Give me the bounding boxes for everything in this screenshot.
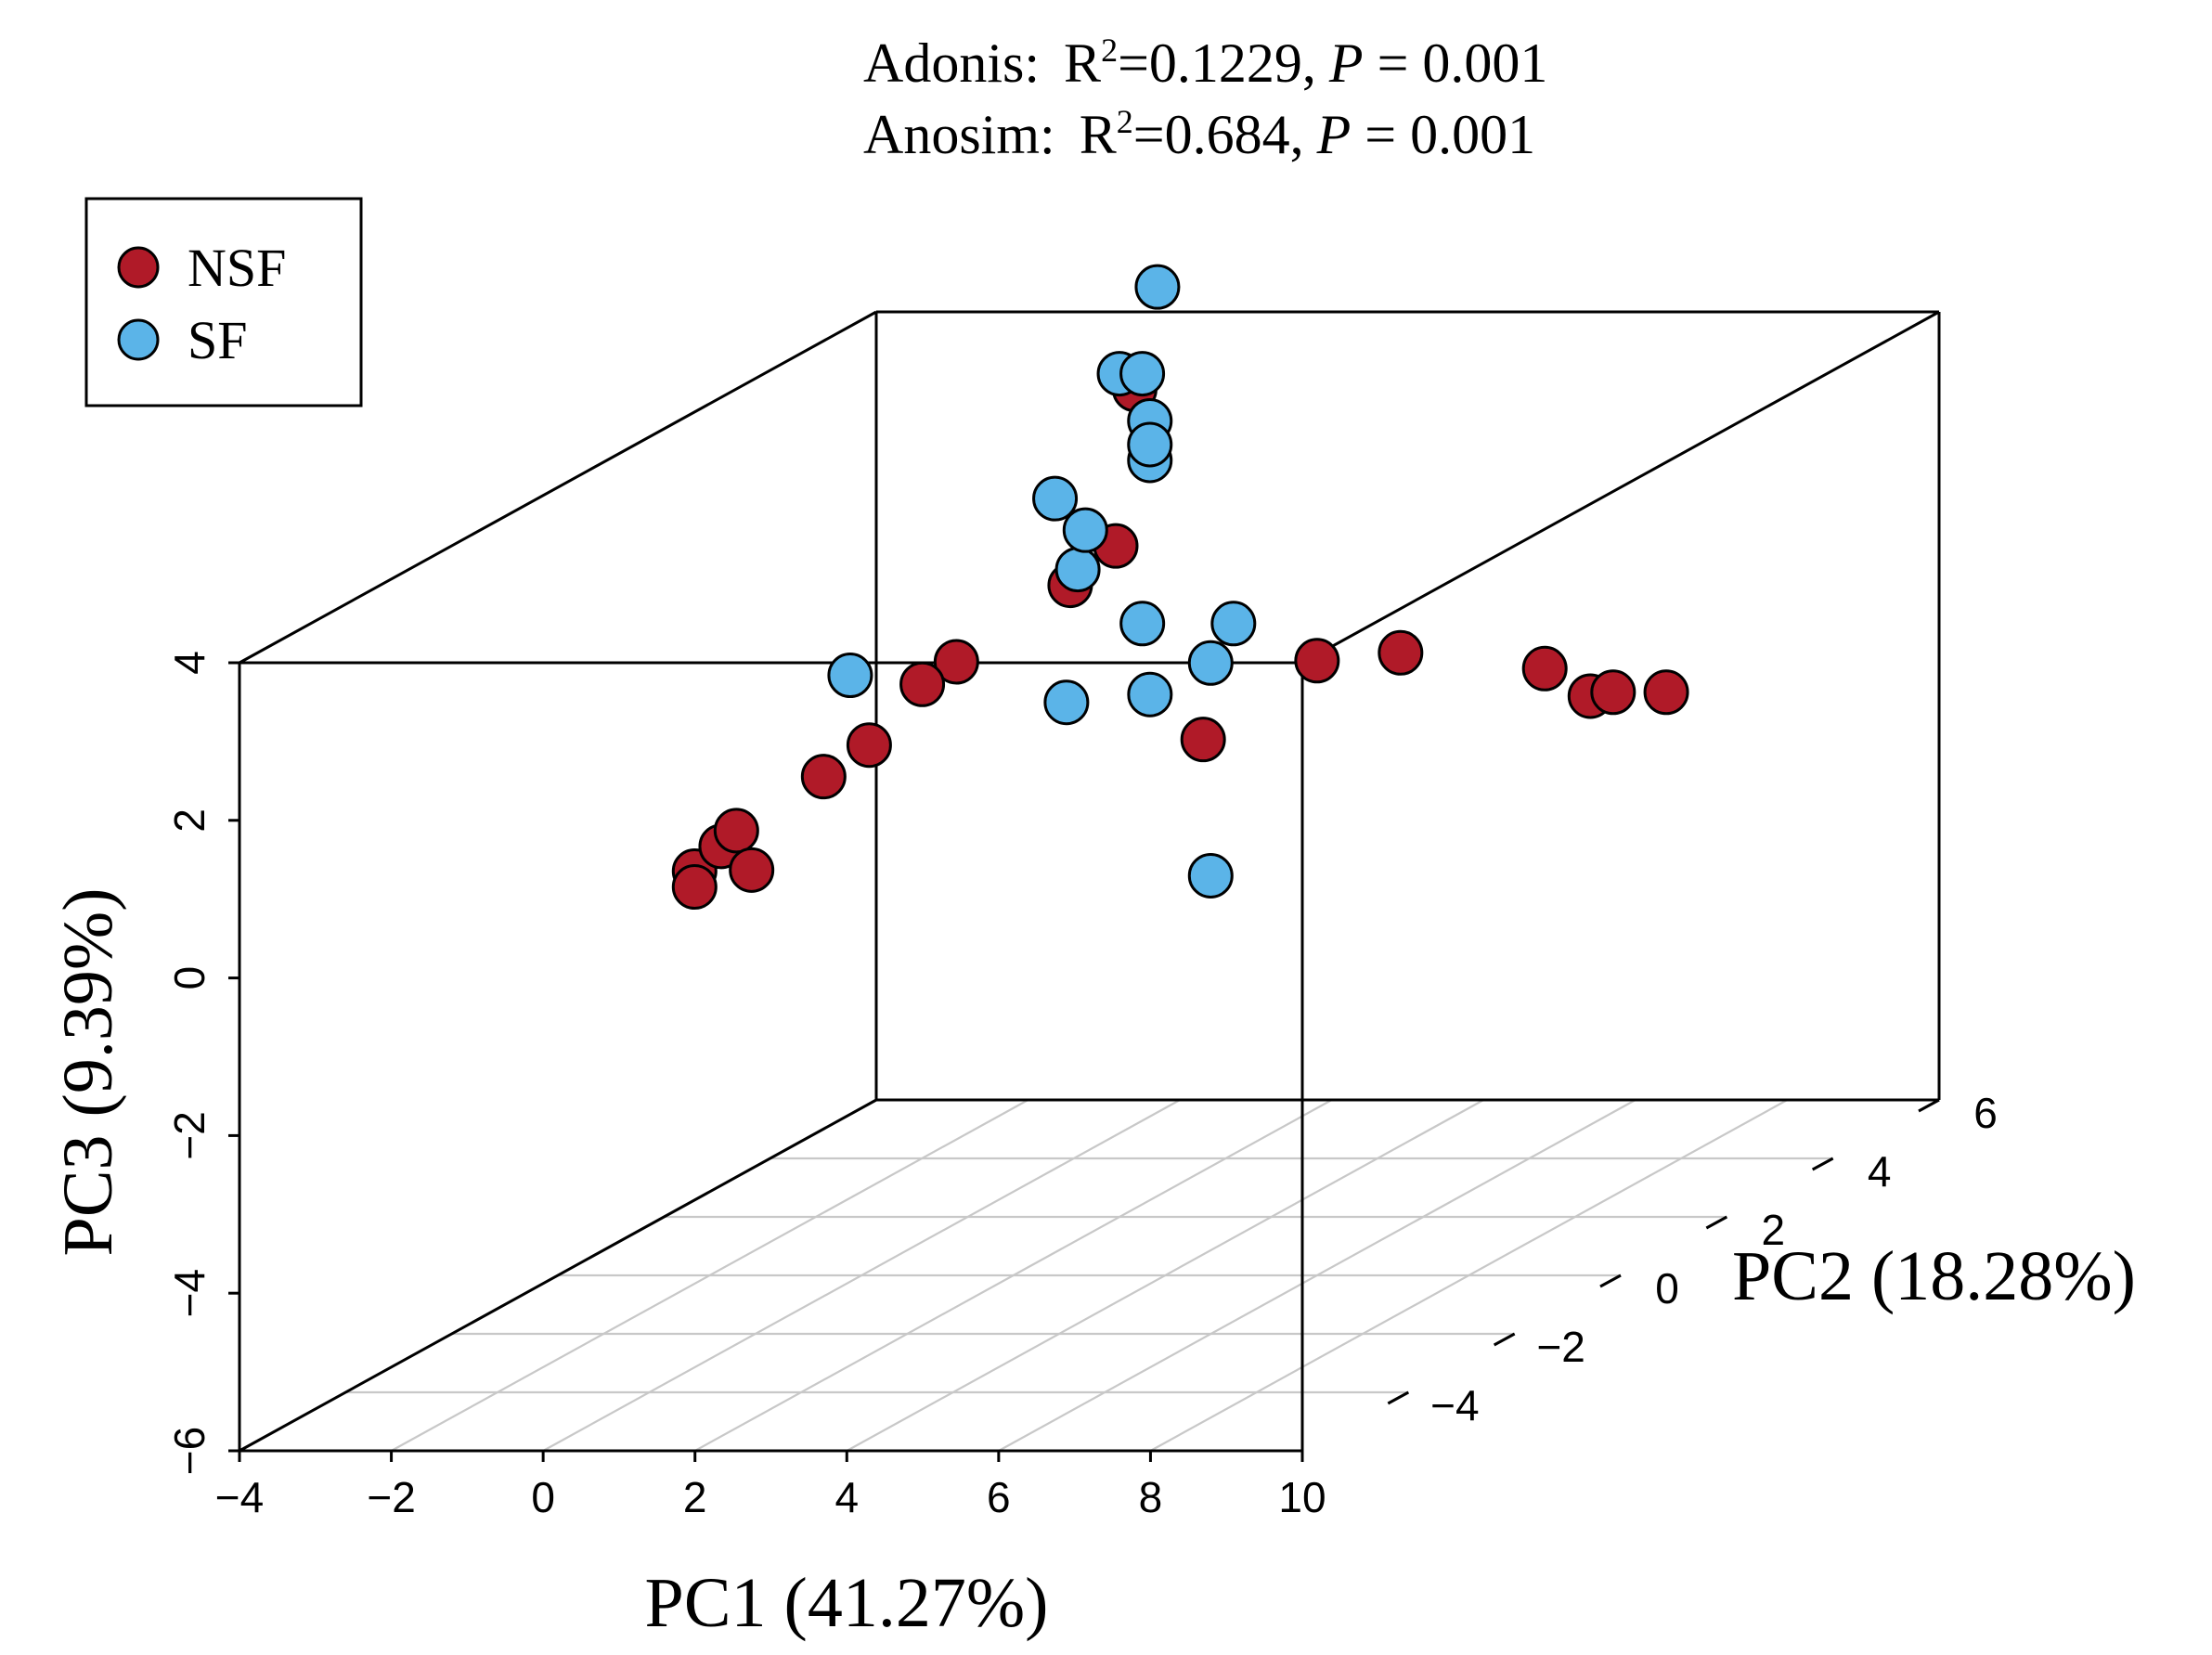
y-tick-label: 6 (1973, 1089, 1998, 1137)
point-nsf (933, 639, 979, 685)
anosim-annotation: Anosim: R2=0.684, P = 0.001 (863, 103, 1535, 165)
point-nsf (846, 722, 892, 769)
point-nsf (899, 661, 946, 707)
point-nsf (800, 754, 847, 800)
point-nsf (671, 864, 718, 911)
x-tick-label: −4 (215, 1473, 264, 1521)
z-tick-label: −2 (165, 1111, 213, 1159)
frame-depth-edge (239, 1098, 877, 1453)
z-tick-label: −4 (165, 1269, 213, 1317)
point-sf (1134, 264, 1181, 310)
x-tick-label: 0 (531, 1473, 555, 1521)
y-tick-label: −2 (1536, 1323, 1585, 1371)
frame-depth-edge (1301, 310, 1940, 665)
point-sf (1127, 421, 1173, 468)
x-axis-title: PC1 (41.27%) (645, 1564, 1049, 1642)
adonis-annotation: Adonis: R2=0.1229, P = 0.001 (863, 32, 1547, 94)
point-nsf (1180, 717, 1226, 763)
plot-box-frame (238, 310, 1941, 1453)
legend-marker-sf (117, 318, 160, 361)
point-sf (1187, 852, 1234, 899)
y-tick-label: −4 (1430, 1381, 1479, 1429)
data-points (671, 264, 1689, 911)
y-tick-mark (1599, 1274, 1622, 1288)
z-tick-label: 4 (165, 651, 213, 675)
point-nsf (713, 808, 759, 854)
legend-label-sf: SF (188, 310, 248, 370)
x-axis-ticks: −4 −2 0 2 4 6 8 10 (215, 1451, 1326, 1521)
legend: NSF SF (84, 197, 363, 407)
z-tick-label: −6 (165, 1427, 213, 1475)
y-tick-mark (1705, 1215, 1728, 1230)
y-axis-title: PC2 (18.28%) (1732, 1237, 2136, 1315)
point-nsf (1643, 669, 1689, 716)
legend-label-nsf: NSF (188, 238, 286, 298)
y-tick-mark (1918, 1098, 1940, 1113)
frame-depth-edge (239, 310, 877, 665)
y-tick-label: 0 (1655, 1264, 1679, 1312)
floor-grid (345, 1099, 1833, 1452)
point-sf (1210, 601, 1257, 647)
x-tick-label: 8 (1139, 1473, 1163, 1521)
legend-marker-nsf (117, 246, 160, 289)
z-tick-label: 2 (165, 808, 213, 833)
y-tick-label: 4 (1868, 1147, 1892, 1196)
point-sf (1043, 679, 1090, 726)
point-sf (1119, 351, 1166, 397)
point-sf (1062, 507, 1108, 553)
z-axis-ticks: −6 −4 −2 0 2 4 (165, 651, 239, 1475)
point-nsf (1378, 629, 1424, 676)
point-sf (827, 653, 873, 699)
y-axis-ticks: −4 −2 0 2 4 6 (1387, 1089, 1998, 1429)
y-tick-label: 2 (1762, 1206, 1786, 1254)
x-tick-label: −2 (367, 1473, 415, 1521)
x-tick-label: 2 (683, 1473, 707, 1521)
legend-box (84, 197, 363, 407)
x-tick-label: 4 (834, 1473, 859, 1521)
point-sf (1187, 640, 1234, 686)
point-nsf (1294, 638, 1340, 684)
point-sf (1119, 601, 1166, 647)
x-tick-label: 10 (1278, 1473, 1326, 1521)
point-sf (1032, 475, 1079, 522)
z-axis-title: PC3 (9.39%) (49, 888, 127, 1257)
point-nsf (729, 847, 775, 893)
point-nsf (1590, 669, 1636, 716)
y-tick-mark (1387, 1390, 1410, 1405)
y-tick-mark (1493, 1332, 1516, 1347)
y-tick-mark (1811, 1157, 1834, 1171)
point-sf (1127, 671, 1173, 718)
point-sf (1054, 547, 1101, 593)
point-nsf (1521, 645, 1568, 692)
z-tick-label: 0 (165, 966, 213, 990)
x-tick-label: 6 (987, 1473, 1011, 1521)
